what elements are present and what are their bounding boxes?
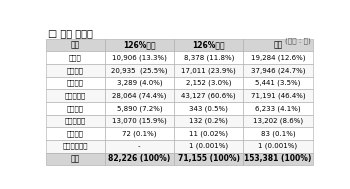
Text: 합계: 합계 [273,41,283,50]
Bar [46,89,105,102]
Text: 17,011 (23.9%): 17,011 (23.9%) [181,67,236,74]
Bar [46,51,105,64]
Bar [46,64,105,77]
Bar [243,127,313,140]
Text: 6,233 (4.1%): 6,233 (4.1%) [255,105,301,112]
Bar [105,102,174,115]
Bar [243,115,313,127]
Bar [174,89,243,102]
Bar [46,115,105,127]
Bar [243,77,313,89]
Text: 5,441 (3.5%): 5,441 (3.5%) [256,80,301,86]
Bar [46,153,105,165]
Bar [105,115,174,127]
Bar [243,64,313,77]
Bar [174,51,243,64]
Text: 노인복지주택: 노인복지주택 [63,143,88,149]
Text: 단독주택: 단독주택 [67,105,84,112]
Bar [174,140,243,153]
Text: 71,155 (100%): 71,155 (100%) [178,154,240,163]
Text: 43,127 (60.6%): 43,127 (60.6%) [181,92,236,99]
Text: 8,378 (11.8%): 8,378 (11.8%) [183,55,234,61]
Text: 132 (0.2%): 132 (0.2%) [189,118,228,124]
Text: 1 (0.001%): 1 (0.001%) [189,143,228,149]
Text: 연립주택: 연립주택 [67,80,84,86]
Text: 126%초과: 126%초과 [193,41,225,50]
Bar [46,39,105,51]
Text: 오피스텔: 오피스텔 [67,67,84,74]
Bar [243,102,313,115]
Text: 2,152 (3.0%): 2,152 (3.0%) [186,80,231,86]
Bar [174,115,243,127]
Text: 다세대주택: 다세대주택 [65,92,86,99]
Bar [105,140,174,153]
Text: 71,191 (46.4%): 71,191 (46.4%) [251,92,305,99]
Bar [105,39,174,51]
Text: -: - [138,143,141,149]
Text: 11 (0.02%): 11 (0.02%) [189,130,228,137]
Text: 82,226 (100%): 82,226 (100%) [108,154,170,163]
Bar [105,64,174,77]
Text: 5,890 (7.2%): 5,890 (7.2%) [117,105,162,112]
Bar [105,89,174,102]
Text: 28,064 (74.4%): 28,064 (74.4%) [112,92,167,99]
Bar [243,140,313,153]
Bar [105,127,174,140]
Text: 37,946 (24.7%): 37,946 (24.7%) [251,67,305,74]
Bar [174,39,243,51]
Text: 아파트: 아파트 [69,54,82,61]
Bar [174,102,243,115]
Bar [243,153,313,165]
Text: 구분: 구분 [71,41,80,50]
Text: 72 (0.1%): 72 (0.1%) [122,130,157,137]
Bar [174,77,243,89]
Bar [105,153,174,165]
Text: 343 (0.5%): 343 (0.5%) [189,105,228,112]
Text: 13,202 (8.6%): 13,202 (8.6%) [253,118,303,124]
Text: 126%이하: 126%이하 [123,41,156,50]
Text: 1 (0.001%): 1 (0.001%) [258,143,298,149]
Bar [243,89,313,102]
Text: 20,935  (25.5%): 20,935 (25.5%) [111,67,168,74]
Bar [46,77,105,89]
Bar [46,127,105,140]
Text: 153,381 (100%): 153,381 (100%) [244,154,312,163]
Text: 13,070 (15.9%): 13,070 (15.9%) [112,118,167,124]
Text: 합계: 합계 [71,154,80,163]
Text: □ 주택 유형별: □ 주택 유형별 [48,28,92,38]
Text: 다가구주택: 다가구주택 [65,118,86,124]
Text: 다중주택: 다중주택 [67,130,84,137]
Text: 83 (0.1%): 83 (0.1%) [261,130,295,137]
Bar [105,77,174,89]
Text: (단위 : 건): (단위 : 건) [285,37,311,44]
Text: 3,289 (4.0%): 3,289 (4.0%) [117,80,162,86]
Bar [174,64,243,77]
Bar [243,51,313,64]
Bar [243,39,313,51]
Bar [105,51,174,64]
Text: 10,906 (13.3%): 10,906 (13.3%) [112,55,167,61]
Bar [174,127,243,140]
Bar [174,153,243,165]
Bar [46,140,105,153]
Text: 19,284 (12.6%): 19,284 (12.6%) [251,55,305,61]
Bar [46,102,105,115]
